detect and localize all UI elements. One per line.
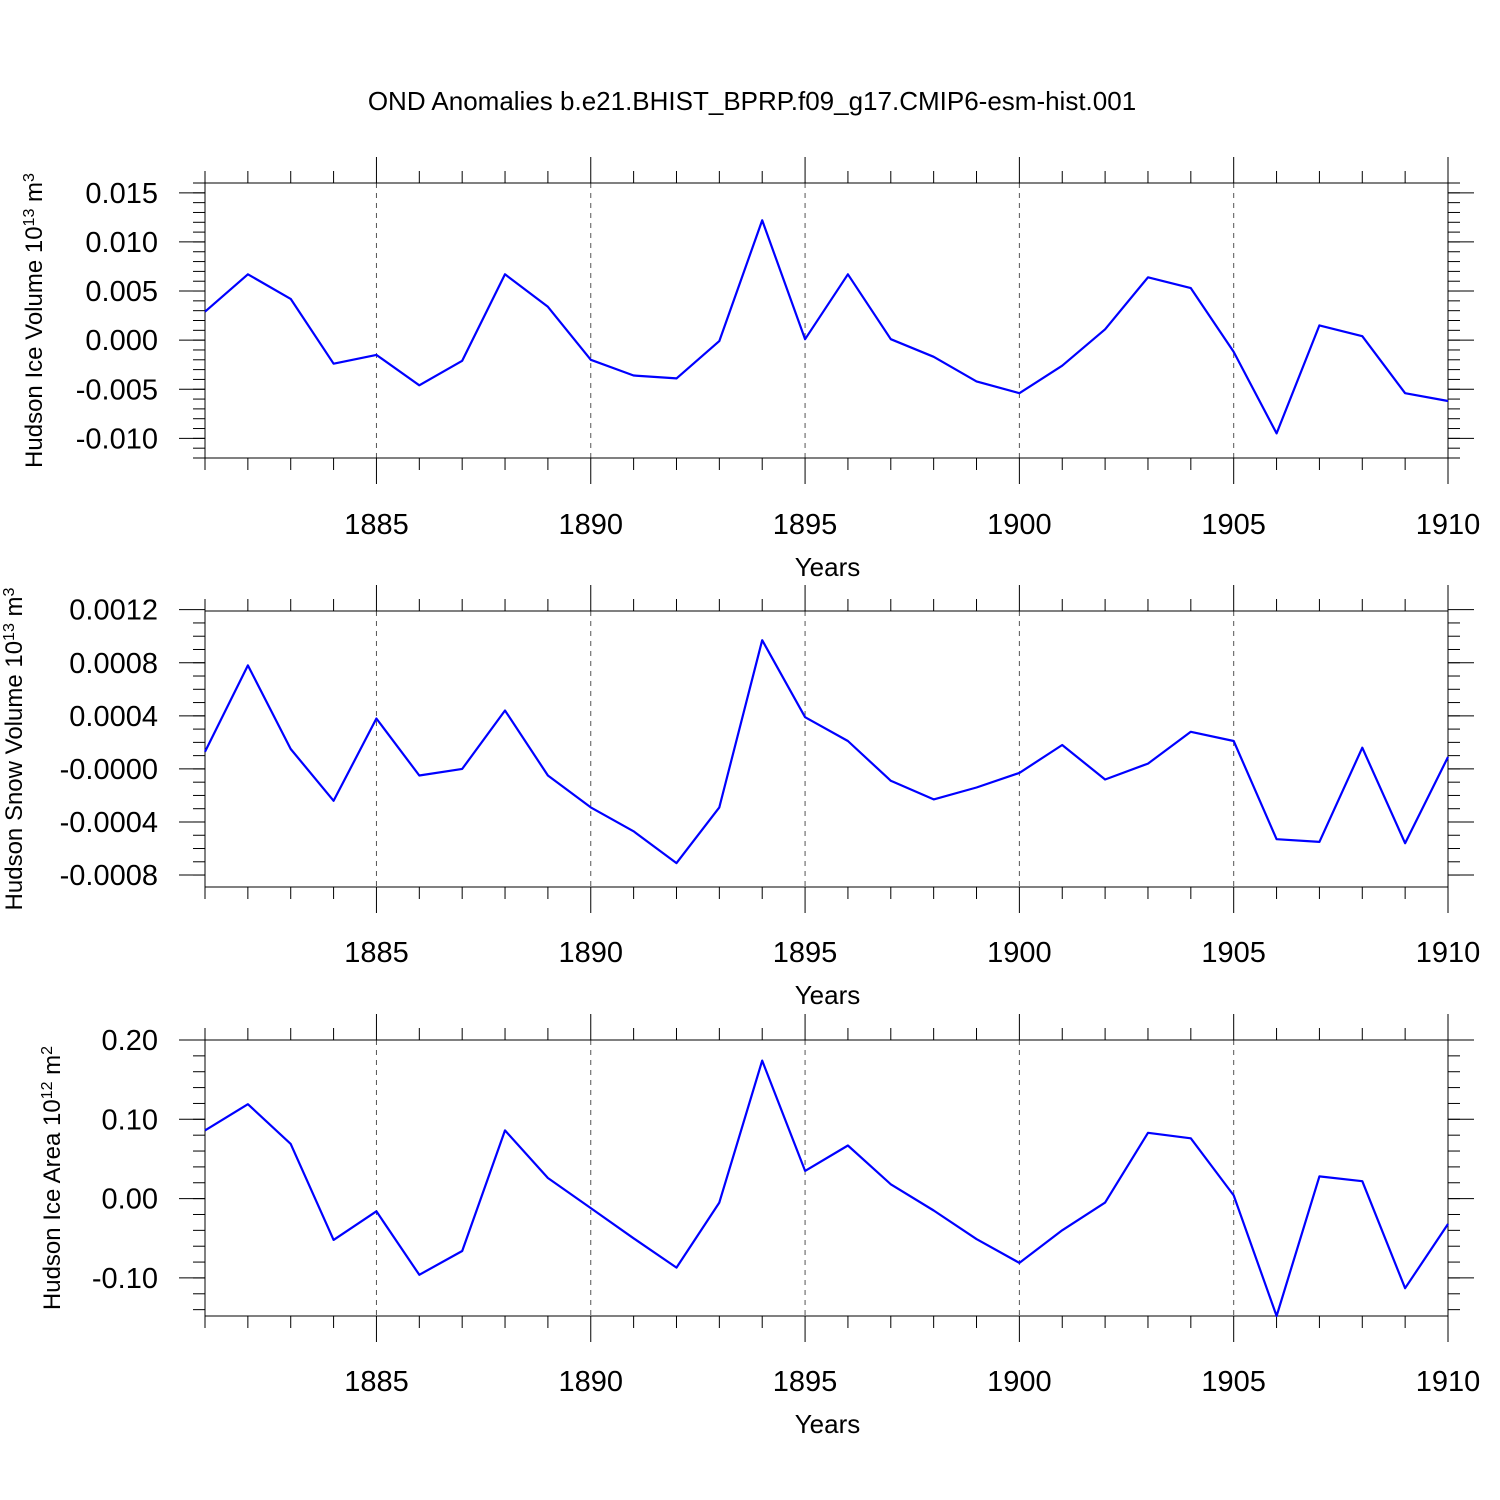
y-tick-label: 0.0008 xyxy=(69,648,158,680)
panel-2: 1885 1890 1895 1900 1905 1910 Years -0.0008 -0.0… xyxy=(1,585,1481,1010)
x-tick-label: 1905 xyxy=(1201,509,1266,541)
x-tick-label: 1900 xyxy=(987,937,1052,969)
x-tick-label: 1895 xyxy=(773,1366,838,1398)
x-tick-label: 1895 xyxy=(773,509,838,541)
x-tick-label: 1890 xyxy=(559,937,624,969)
y-tick-label: 0.0012 xyxy=(69,595,158,627)
y-tick-label: -0.0000 xyxy=(60,754,158,786)
series-line xyxy=(204,639,1449,865)
plot-frame xyxy=(204,182,1449,459)
x-tick-label: 1885 xyxy=(344,1366,409,1398)
plot-frame xyxy=(204,1039,1449,1317)
x-axis-label: Years xyxy=(795,552,861,582)
x-tick-label: 1885 xyxy=(344,509,409,541)
x-tick-label: 1910 xyxy=(1416,509,1481,541)
series-line xyxy=(204,219,1449,435)
y-axis-label: Hudson Ice Volume 1013 m3 xyxy=(21,173,49,468)
y-tick-label: 0.10 xyxy=(102,1104,158,1136)
series-line xyxy=(204,1059,1449,1318)
panel-3: 1885 1890 1895 1900 1905 1910 Years -0.10 0.00 0.… xyxy=(39,1014,1481,1439)
x-tick-label: 1895 xyxy=(773,937,838,969)
x-tick-label: 1905 xyxy=(1201,1366,1266,1398)
y-tick-label: -0.010 xyxy=(76,423,158,455)
y-tick-label: 0.000 xyxy=(85,325,158,357)
x-tick-label: 1900 xyxy=(987,1366,1052,1398)
figure-title: OND Anomalies b.e21.BHIST_BPRP.f09_g17.C… xyxy=(368,86,1136,116)
y-tick-label: -0.0008 xyxy=(60,860,158,892)
x-tick-label: 1890 xyxy=(559,509,624,541)
x-axis-label: Years xyxy=(795,1409,861,1439)
x-tick-label: 1900 xyxy=(987,509,1052,541)
y-tick-label: 0.015 xyxy=(85,178,158,210)
y-tick-label: -0.10 xyxy=(92,1263,158,1295)
y-tick-label: -0.005 xyxy=(76,374,158,406)
y-axis-label: Hudson Snow Volume 1013 m3 xyxy=(1,587,29,910)
y-tick-label: 0.010 xyxy=(85,227,158,259)
panel-1: 1885 1890 1895 1900 1905 1910 Years -0.010 -0.00… xyxy=(21,157,1481,582)
plot-frame xyxy=(204,610,1449,888)
y-tick-label: 0.005 xyxy=(85,276,158,308)
x-axis-label: Years xyxy=(795,980,861,1010)
x-tick-label: 1885 xyxy=(344,937,409,969)
y-tick-label: 0.00 xyxy=(102,1184,158,1216)
panels: 1885 1890 1895 1900 1905 1910 Years -0.010 -0.00… xyxy=(1,157,1481,1439)
y-tick-label: 0.20 xyxy=(102,1025,158,1057)
x-tick-label: 1905 xyxy=(1201,937,1266,969)
y-tick-label: -0.0004 xyxy=(60,807,158,839)
x-tick-label: 1890 xyxy=(559,1366,624,1398)
y-tick-label: 0.0004 xyxy=(69,701,158,733)
x-tick-label: 1910 xyxy=(1416,937,1481,969)
x-tick-label: 1910 xyxy=(1416,1366,1481,1398)
y-axis-label: Hudson Ice Area 1012 m2 xyxy=(39,1046,67,1310)
